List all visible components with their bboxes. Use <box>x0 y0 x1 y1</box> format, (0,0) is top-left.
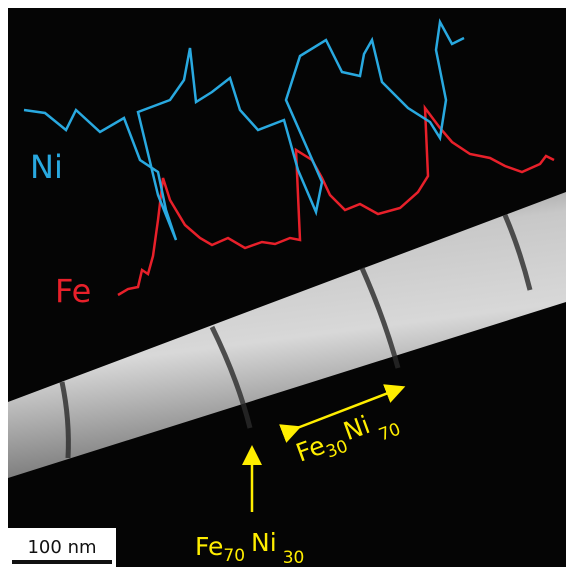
micrograph: Ni Fe Fe70Ni30 Fe30Ni70 100 nm <box>0 0 574 575</box>
page: Ni Fe Fe70Ni30 Fe30Ni70 100 nm (() => { … <box>0 0 574 575</box>
ni-label: Ni <box>30 148 63 186</box>
element: Fe <box>195 532 223 561</box>
element: Ni <box>251 528 277 557</box>
scale-bar <box>12 560 112 564</box>
subscript: 70 <box>223 546 245 566</box>
scale-bar-label: 100 nm <box>27 537 96 558</box>
fe-label: Fe <box>55 272 91 310</box>
subscript: 30 <box>283 548 305 568</box>
